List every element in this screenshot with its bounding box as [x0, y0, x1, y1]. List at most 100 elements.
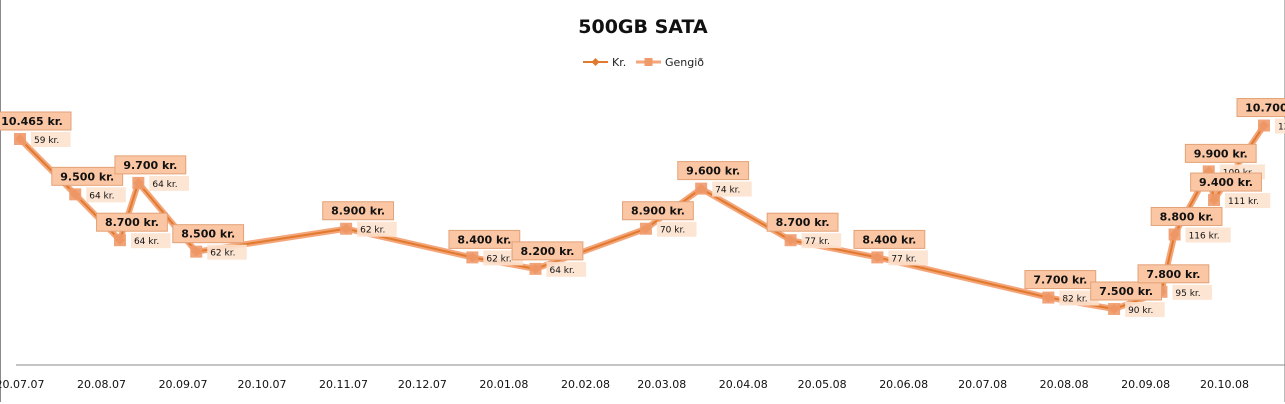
- legend: Kr. Gengið: [583, 56, 704, 69]
- kr-data-label: 8.500 kr.: [181, 228, 235, 241]
- gengi-label-box: [130, 233, 171, 249]
- gengi-label-box: [1274, 118, 1285, 134]
- gengi-label-box: [1225, 193, 1271, 209]
- kr-data-label: 8.700 kr.: [776, 216, 830, 229]
- gengi-point: [871, 251, 884, 264]
- gengi-point: [695, 182, 708, 195]
- chart-title: 500GB SATA: [578, 16, 708, 38]
- gengi-label-box: [1059, 290, 1099, 306]
- gengi-data-label: 62 kr.: [486, 254, 511, 264]
- gengi-label-box: [149, 175, 189, 191]
- gengi-label-box: [546, 261, 587, 277]
- kr-data-label: 9.600 kr.: [686, 165, 740, 178]
- legend-gengi-square-icon: [644, 58, 653, 66]
- x-tick-label: 20.05.08: [798, 378, 847, 391]
- kr-label-box: [1184, 143, 1257, 163]
- kr-label-box: [1137, 264, 1210, 284]
- kr-label-box: [322, 201, 395, 221]
- gengi-point: [113, 234, 126, 247]
- kr-data-label: 8.900 kr.: [331, 205, 385, 218]
- kr-label-box: [1190, 172, 1262, 192]
- gengi-label-box: [207, 244, 247, 260]
- gengi-data-label: 90 kr.: [1128, 306, 1153, 316]
- gengi-data-label: 77 kr.: [891, 254, 916, 264]
- x-tick-label: 20.10.08: [1200, 378, 1249, 391]
- x-tick-label: 20.08.08: [1040, 378, 1089, 391]
- kr-label-box: [511, 241, 584, 261]
- kr-data-label: 8.400 kr.: [862, 233, 916, 246]
- kr-label-box: [677, 161, 750, 181]
- gengi-data-label: 127 kr.: [1278, 123, 1285, 133]
- x-tick-label: 20.07.08: [958, 378, 1007, 391]
- x-tick-label: 20.02.08: [561, 378, 610, 391]
- legend-kr-label: Kr.: [612, 56, 626, 69]
- kr-data-label: 7.800 kr.: [1146, 268, 1200, 281]
- x-tick-label: 20.07.07: [0, 378, 44, 391]
- kr-label-box: [0, 111, 72, 131]
- gengi-point: [1257, 119, 1270, 132]
- legend-kr-diamond-icon: [591, 58, 600, 66]
- gengi-point: [784, 234, 797, 247]
- kr-label-box: [448, 229, 521, 249]
- kr-data-label: 8.700 kr.: [105, 216, 159, 229]
- gengi-point: [69, 188, 82, 201]
- gengi-label-box: [1172, 284, 1213, 300]
- gengi-point: [1168, 228, 1181, 241]
- gengi-label-box: [888, 250, 928, 266]
- kr-data-label: 8.900 kr.: [631, 205, 685, 218]
- kr-label-box: [1024, 270, 1097, 290]
- gengi-data-label: 62 kr.: [210, 249, 235, 259]
- gengi-label-box: [31, 132, 71, 147]
- gengi-point: [132, 176, 145, 189]
- x-tick-label: 20.04.08: [719, 378, 768, 391]
- gengi-point: [1108, 303, 1121, 316]
- gengi-data-label: 74 kr.: [715, 186, 740, 196]
- gengi-label-box: [357, 221, 397, 237]
- kr-label-box: [622, 201, 694, 221]
- kr-label-box: [172, 224, 245, 244]
- gengi-point: [529, 262, 542, 275]
- kr-label-box: [96, 212, 168, 232]
- kr-label-box: [114, 155, 187, 175]
- gengi-data-label: 77 kr.: [805, 237, 830, 247]
- kr-data-label: 8.400 kr.: [457, 233, 511, 246]
- gengi-data-label: 111 kr.: [1228, 197, 1259, 207]
- legend-gengi-label: Gengið: [665, 56, 704, 69]
- kr-label-box: [766, 212, 839, 232]
- gengi-point: [1208, 194, 1221, 207]
- x-tick-label: 20.09.08: [1121, 378, 1170, 391]
- gengi-data-label: 95 kr.: [1175, 289, 1200, 299]
- gengi-data-label: 82 kr.: [1062, 295, 1087, 305]
- gengi-point: [190, 245, 203, 258]
- x-tick-label: 20.01.08: [479, 378, 528, 391]
- kr-label-box: [1090, 281, 1162, 301]
- gengi-label-box: [1185, 227, 1231, 243]
- kr-data-label: 8.200 kr.: [520, 245, 574, 258]
- kr-label-box: [1150, 206, 1223, 226]
- kr-label-box: [1236, 98, 1285, 118]
- kr-data-label: 10.465 kr.: [1, 115, 63, 128]
- kr-data-label: 9.400 kr.: [1199, 176, 1253, 189]
- gengi-data-label: 64 kr.: [549, 266, 574, 276]
- x-tick-label: 20.03.08: [637, 378, 686, 391]
- gengi-data-label: 64 kr.: [89, 191, 114, 201]
- kr-data-label: 7.500 kr.: [1099, 285, 1153, 298]
- x-tick-label: 20.12.07: [398, 378, 447, 391]
- x-tick-label: 20.10.07: [237, 378, 286, 391]
- x-tick-label: 20.08.07: [77, 378, 126, 391]
- gengi-data-label: 62 kr.: [360, 226, 385, 236]
- kr-label-box: [51, 166, 124, 186]
- gengi-label-box: [801, 233, 842, 249]
- gengi-point: [639, 222, 652, 235]
- gengi-data-label: 64 kr.: [134, 237, 159, 247]
- gengi-data-label: 59 kr.: [34, 136, 59, 146]
- x-tick-label: 20.06.08: [879, 378, 928, 391]
- gengi-label-box: [1125, 302, 1165, 318]
- kr-data-label: 7.700 kr.: [1033, 274, 1087, 287]
- kr-data-label: 8.800 kr.: [1160, 210, 1214, 223]
- gengi-point: [14, 133, 26, 145]
- x-tick-label: 20.09.07: [159, 378, 208, 391]
- kr-data-label: 9.700 kr.: [123, 159, 177, 172]
- gengi-point: [340, 222, 353, 235]
